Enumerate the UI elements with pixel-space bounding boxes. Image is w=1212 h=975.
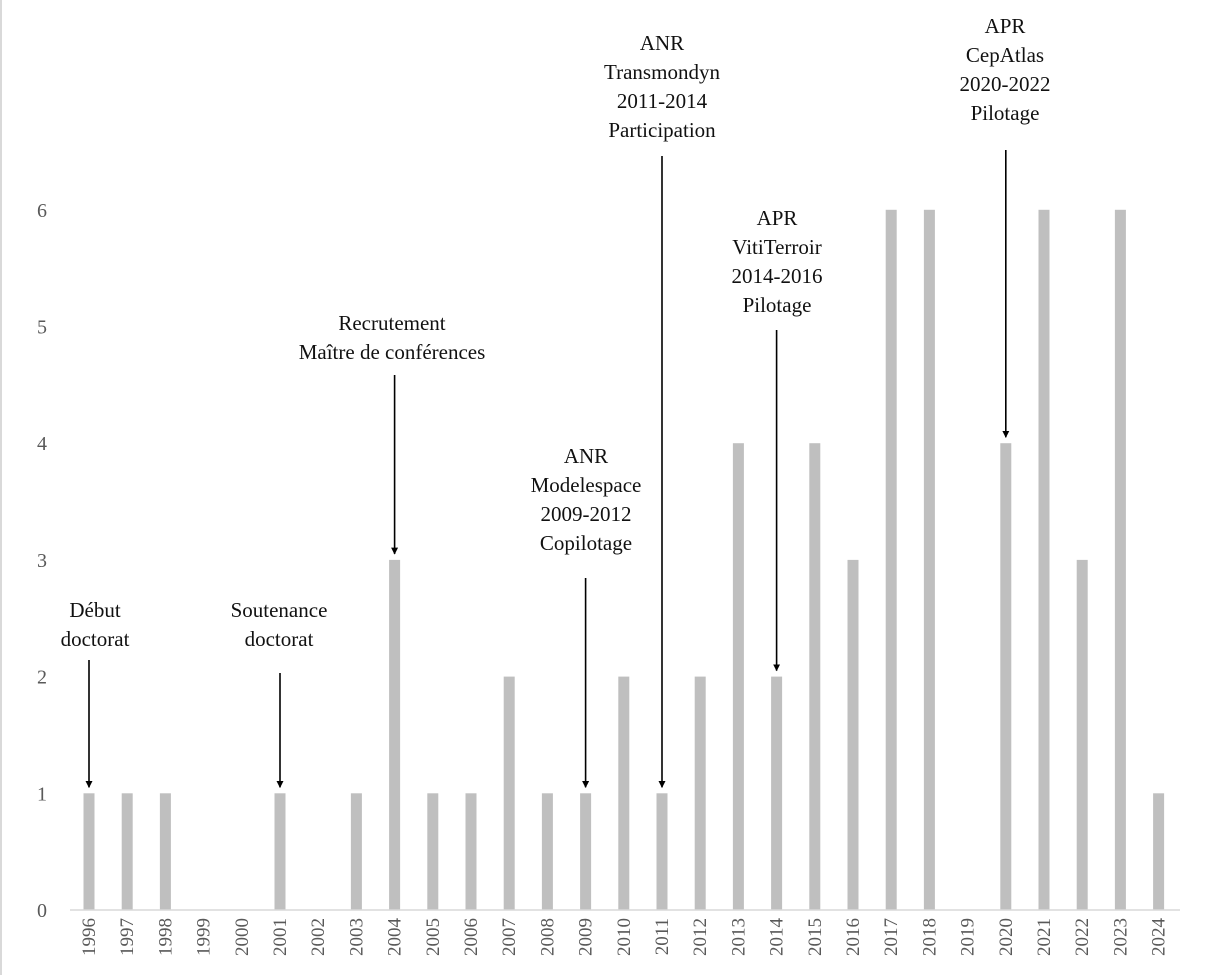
y-tick-label: 4 — [37, 433, 47, 455]
bar — [389, 559, 401, 910]
x-tick-label: 2012 — [690, 918, 711, 956]
y-tick-label: 6 — [37, 200, 47, 222]
bar — [465, 793, 477, 910]
annotation-label: Maître de conférences — [299, 340, 486, 364]
bar — [732, 443, 744, 910]
bar — [885, 209, 897, 911]
annotation-label: Participation — [608, 118, 716, 142]
x-axis-ticks: 1996 1997 1998 1999 2000 2001 2002 2003 2004 2005… — [79, 918, 1170, 957]
annotation-label: Début — [69, 598, 120, 622]
x-tick-label: 2011 — [652, 918, 673, 955]
x-tick-label: 2016 — [843, 918, 864, 956]
x-tick-label: 2006 — [461, 918, 482, 956]
bar — [159, 793, 171, 910]
bar — [809, 443, 821, 910]
bar — [1076, 559, 1088, 910]
annotation-label: Soutenance — [231, 598, 328, 622]
x-tick-label: 1996 — [79, 918, 100, 956]
bar — [427, 793, 439, 910]
x-tick-label: 2024 — [1149, 918, 1170, 957]
x-tick-label: 2013 — [728, 918, 749, 956]
bar — [1000, 443, 1012, 910]
left-border — [0, 0, 2, 975]
bars — [83, 209, 1165, 911]
annotation-label: Copilotage — [540, 531, 632, 555]
annotation-label: APR — [985, 14, 1026, 38]
bar — [618, 676, 630, 910]
annotation-label: Pilotage — [971, 101, 1040, 125]
x-tick-label: 2009 — [576, 918, 597, 956]
annotation-label: 2020-2022 — [960, 72, 1051, 96]
bar — [121, 793, 133, 910]
bar — [1038, 209, 1050, 911]
bar — [274, 793, 286, 910]
bar — [541, 793, 553, 910]
annotation-label: 2009-2012 — [541, 502, 632, 526]
x-tick-label: 1997 — [117, 918, 138, 956]
bar — [656, 793, 668, 910]
x-tick-label: 1998 — [155, 918, 176, 956]
x-tick-label: 2014 — [767, 918, 788, 957]
x-tick-label: 2005 — [423, 918, 444, 956]
bar — [350, 793, 362, 910]
x-tick-label: 2004 — [385, 918, 406, 957]
x-tick-label: 2022 — [1072, 918, 1093, 956]
annotation-label: ANR — [640, 31, 684, 55]
annotation-label: doctorat — [245, 627, 314, 651]
x-tick-label: 2018 — [919, 918, 940, 956]
x-tick-label: 2017 — [881, 918, 902, 956]
annotations: Début doctorat Soutenance doctorat Recruteme… — [61, 14, 1051, 788]
x-tick-label: 2019 — [958, 918, 979, 956]
x-tick-label: 2023 — [1110, 918, 1131, 956]
x-tick-label: 2003 — [346, 918, 367, 956]
annotation-label: APR — [757, 206, 798, 230]
bar — [771, 676, 783, 910]
x-tick-label: 2002 — [308, 918, 329, 956]
x-tick-label: 2008 — [537, 918, 558, 956]
x-tick-label: 2021 — [1034, 918, 1055, 956]
annotation-label: Recrutement — [338, 311, 445, 335]
y-axis-ticks: 0 1 2 3 4 5 6 — [37, 200, 47, 922]
x-tick-label: 1999 — [194, 918, 215, 956]
y-tick-label: 2 — [37, 667, 47, 689]
annotation-label: VitiTerroir — [732, 235, 821, 259]
x-tick-label: 2010 — [614, 918, 635, 956]
annotation-label: doctorat — [61, 627, 130, 651]
annotation-label: 2011-2014 — [617, 89, 708, 113]
bar — [503, 676, 515, 910]
annotation-label: ANR — [564, 444, 608, 468]
bar — [83, 793, 95, 910]
annotation-label: Pilotage — [743, 293, 812, 317]
x-tick-label: 2000 — [232, 918, 253, 956]
annotation-label: 2014-2016 — [732, 264, 823, 288]
x-tick-label: 2020 — [996, 918, 1017, 956]
annotation-label: Modelespace — [531, 473, 642, 497]
bar — [1153, 793, 1165, 910]
y-tick-label: 0 — [37, 900, 47, 922]
x-tick-label: 2001 — [270, 918, 291, 956]
y-tick-label: 5 — [37, 317, 47, 339]
bar — [580, 793, 592, 910]
annotation-label: CepAtlas — [966, 43, 1044, 67]
bar — [1114, 209, 1126, 911]
x-tick-label: 2015 — [805, 918, 826, 956]
y-tick-label: 1 — [37, 783, 47, 805]
bar — [923, 209, 935, 911]
bar — [847, 559, 859, 910]
bar — [694, 676, 706, 910]
y-tick-label: 3 — [37, 550, 47, 572]
x-tick-label: 2007 — [499, 918, 520, 956]
annotation-label: Transmondyn — [604, 60, 720, 84]
